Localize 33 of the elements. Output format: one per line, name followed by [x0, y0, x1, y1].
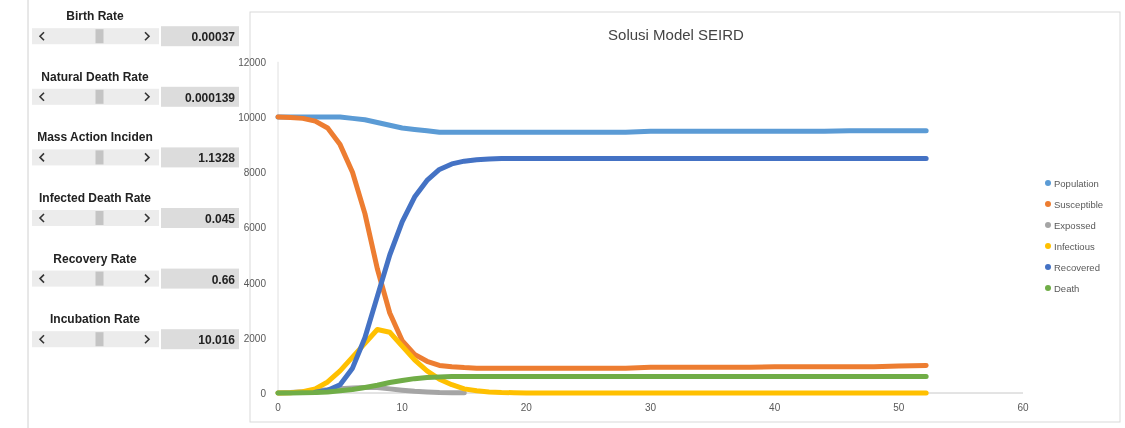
- text: 0.000139: [184, 90, 236, 105]
- x-tick-label: 20: [520, 402, 533, 413]
- text: 0.00037: [191, 30, 236, 45]
- legend-label: Expossed: [1054, 219, 1096, 231]
- legend-label: Susceptible: [1054, 198, 1104, 210]
- x-tick-label: 50: [893, 402, 905, 413]
- legend-label: Death: [1054, 282, 1080, 294]
- x-tick-label: 60: [1017, 402, 1029, 413]
- legend-label: Recovered: [1054, 261, 1100, 273]
- y-tick-label: 6000: [243, 222, 267, 234]
- x-tick-label: 30: [644, 402, 657, 413]
- text: 10.016: [198, 333, 236, 348]
- x-tick-label: 40: [769, 402, 781, 413]
- y-tick-label: 10000: [238, 112, 267, 123]
- y-tick-label: 0: [260, 388, 267, 399]
- text: Recovery Rate: [53, 251, 138, 266]
- chart-title: Solusi Model SEIRD: [608, 26, 745, 43]
- text: 0.045: [204, 212, 236, 226]
- text: 1.1328: [198, 151, 236, 166]
- y-tick-label: 4000: [243, 277, 267, 289]
- x-tick-label: 10: [396, 402, 409, 413]
- text: Incubation Rate: [49, 312, 141, 327]
- y-tick-label: 12000: [238, 56, 267, 68]
- y-tick-label: 2000: [243, 332, 267, 344]
- text: Birth Rate: [66, 9, 124, 24]
- y-tick-label: 8000: [243, 167, 267, 179]
- text: Infected Death Rate: [38, 190, 152, 205]
- text: Mass Action Inciden: [37, 130, 153, 145]
- text: 0.66: [211, 272, 236, 287]
- x-tick-label: 0: [275, 402, 282, 413]
- legend-label: Population: [1054, 177, 1099, 189]
- text: Natural Death Rate: [41, 69, 149, 84]
- legend-label: Infectious: [1054, 240, 1095, 252]
